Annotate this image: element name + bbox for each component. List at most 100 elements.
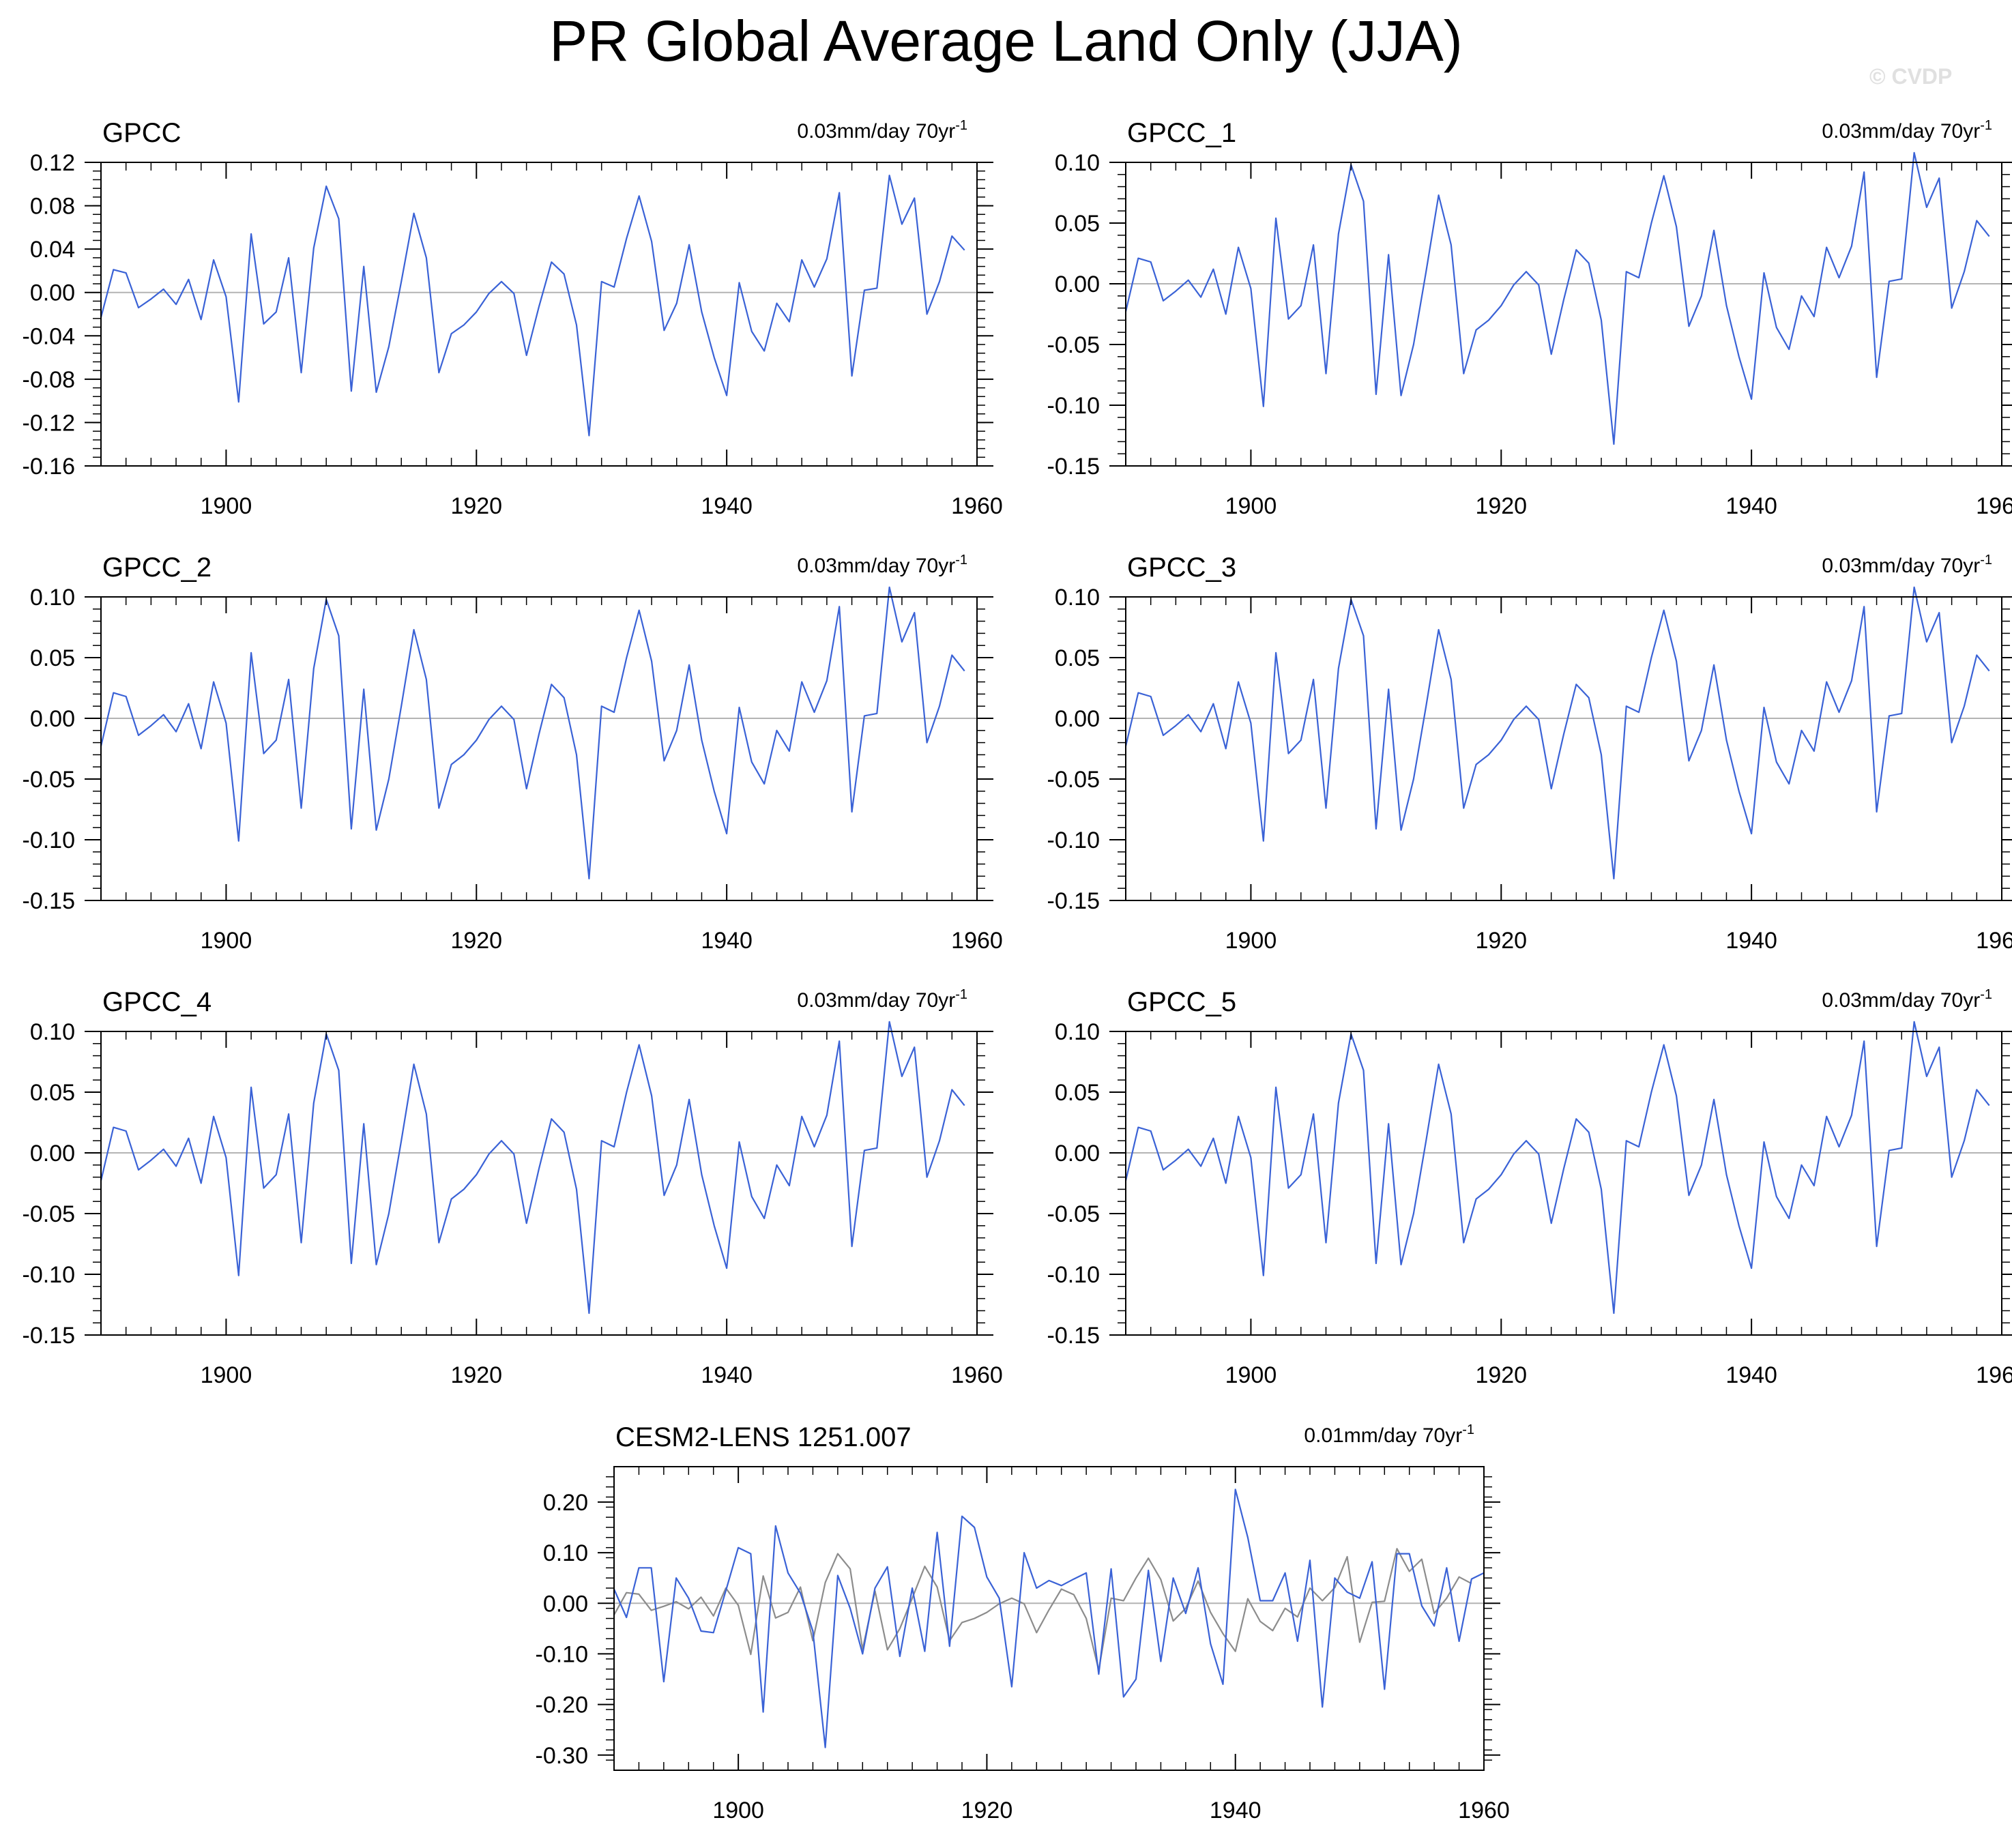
y-tick-label: 0.10	[30, 585, 75, 611]
trend-exponent: -1	[1980, 118, 1992, 133]
series-line	[613, 1488, 1485, 1748]
trend-label: 0.03mm/day 70yr-1	[797, 118, 967, 143]
y-tick-label: 0.05	[1055, 1080, 1100, 1106]
y-tick-label: 0.05	[30, 645, 75, 671]
y-tick-label: 0.00	[30, 1141, 75, 1167]
x-tick-label: 1920	[450, 928, 502, 954]
x-tick-label: 1940	[1725, 1362, 1777, 1388]
trend-label: 0.03mm/day 70yr-1	[1822, 118, 1992, 143]
x-tick-label: 1960	[1976, 928, 2012, 954]
y-tick-label: -0.10	[536, 1641, 589, 1667]
y-tick-label: 0.10	[30, 1019, 75, 1045]
y-tick-label: -0.30	[536, 1743, 589, 1769]
trend-exponent: -1	[1462, 1422, 1474, 1437]
y-tick-label: 0.00	[1055, 272, 1100, 297]
y-tick-label: 0.10	[1055, 1019, 1100, 1045]
panel-title: GPCC_3	[1127, 553, 1236, 583]
x-tick-label: 1900	[1225, 928, 1277, 954]
y-tick-label: 0.00	[30, 280, 75, 306]
y-tick-label: 0.12	[30, 150, 75, 176]
series-line	[100, 175, 965, 437]
y-tick-label: -0.10	[23, 827, 76, 853]
trend-exponent: -1	[1980, 987, 1992, 1002]
y-tick-label: -0.20	[536, 1692, 589, 1718]
panel-title: GPCC_4	[102, 987, 212, 1017]
trend-label: 0.03mm/day 70yr-1	[1822, 553, 1992, 577]
y-tick-label: 0.00	[30, 706, 75, 732]
y-tick-label: -0.15	[1047, 888, 1100, 914]
trend-label: 0.01mm/day 70yr-1	[1304, 1422, 1474, 1447]
trend-value: 0.03mm/day 70yr	[1822, 555, 1980, 577]
panel-title: GPCC_5	[1127, 987, 1236, 1017]
x-tick-label: 1940	[1725, 928, 1777, 954]
panel-title: GPCC_2	[102, 553, 212, 583]
panel-title: CESM2-LENS 1251.007	[615, 1422, 912, 1452]
trend-label: 0.03mm/day 70yr-1	[1822, 987, 1992, 1012]
panel-3: GPCC_3 0.03mm/day 70yr-1 1900 1920 1940 1960 0…	[1047, 553, 2012, 954]
y-tick-label: 0.10	[1055, 585, 1100, 611]
series-line	[100, 586, 965, 880]
x-tick-label: 1940	[1725, 493, 1777, 519]
x-tick-label: 1920	[1475, 493, 1527, 519]
watermark: © CVDP	[1869, 64, 1953, 89]
x-tick-label: 1920	[1475, 928, 1527, 954]
panel-5: GPCC_5 0.03mm/day 70yr-1 1900 1920 1940 1960 0…	[1047, 987, 2012, 1388]
y-tick-label: -0.16	[23, 454, 76, 480]
trend-value: 0.01mm/day 70yr	[1304, 1424, 1462, 1447]
reference-series-line	[613, 1548, 1472, 1671]
y-tick-label: 0.00	[1055, 1141, 1100, 1167]
x-tick-label: 1940	[701, 928, 753, 954]
x-tick-label: 1900	[201, 928, 252, 954]
plot-frame	[100, 1031, 978, 1336]
trend-exponent: -1	[1980, 553, 1992, 568]
y-tick-label: -0.10	[23, 1262, 76, 1288]
x-tick-label: 1960	[1976, 1362, 2012, 1388]
x-tick-label: 1960	[951, 928, 1003, 954]
x-tick-label: 1960	[951, 493, 1003, 519]
panel-2: GPCC_2 0.03mm/day 70yr-1 1900 1920 1940 1960 0…	[23, 553, 1003, 954]
panel-title: GPCC	[102, 118, 181, 148]
y-tick-label: -0.15	[1047, 454, 1100, 480]
x-tick-label: 1900	[201, 493, 252, 519]
y-tick-label: -0.15	[23, 888, 76, 914]
y-tick-label: 0.10	[543, 1540, 588, 1566]
plot-frame	[100, 596, 978, 901]
x-tick-label: 1960	[1976, 493, 2012, 519]
trend-exponent: -1	[955, 118, 967, 133]
trend-label: 0.03mm/day 70yr-1	[797, 987, 967, 1012]
y-tick-label: -0.12	[23, 410, 76, 436]
y-tick-label: 0.00	[1055, 706, 1100, 732]
trend-value: 0.03mm/day 70yr	[797, 555, 955, 577]
panel-1: GPCC_1 0.03mm/day 70yr-1 1900 1920 1940 1960 0…	[1047, 118, 2012, 519]
y-tick-label: -0.10	[1047, 827, 1100, 853]
trend-value: 0.03mm/day 70yr	[1822, 989, 1980, 1012]
x-tick-label: 1900	[712, 1798, 764, 1823]
y-tick-label: 0.05	[1055, 645, 1100, 671]
page-title: PR Global Average Land Only (JJA)	[549, 9, 1463, 73]
x-tick-label: 1940	[1210, 1798, 1262, 1823]
trend-value: 0.03mm/day 70yr	[797, 120, 955, 143]
panel-title: GPCC_1	[1127, 118, 1236, 148]
panel-4: GPCC_4 0.03mm/day 70yr-1 1900 1920 1940 1960 0…	[23, 987, 1003, 1388]
trend-exponent: -1	[955, 553, 967, 568]
y-tick-label: -0.05	[1047, 767, 1100, 793]
y-tick-label: -0.04	[23, 323, 76, 349]
y-tick-label: -0.10	[1047, 393, 1100, 419]
x-tick-label: 1900	[1225, 493, 1277, 519]
series-line	[1124, 1021, 1990, 1315]
x-tick-label: 1940	[701, 1362, 753, 1388]
trend-value: 0.03mm/day 70yr	[797, 989, 955, 1012]
plot-frame	[100, 162, 978, 467]
y-tick-label: -0.05	[1047, 1201, 1100, 1227]
x-tick-label: 1940	[701, 493, 753, 519]
plot-frame	[613, 1466, 1485, 1771]
y-tick-label: -0.08	[23, 367, 76, 393]
trend-label: 0.03mm/day 70yr-1	[797, 553, 967, 577]
series-line	[100, 1021, 965, 1315]
y-tick-label: 0.04	[30, 237, 75, 263]
y-tick-label: 0.20	[543, 1490, 588, 1516]
plot-frame	[1125, 162, 2002, 467]
y-tick-label: -0.05	[23, 1201, 76, 1227]
y-tick-label: 0.08	[30, 194, 75, 220]
